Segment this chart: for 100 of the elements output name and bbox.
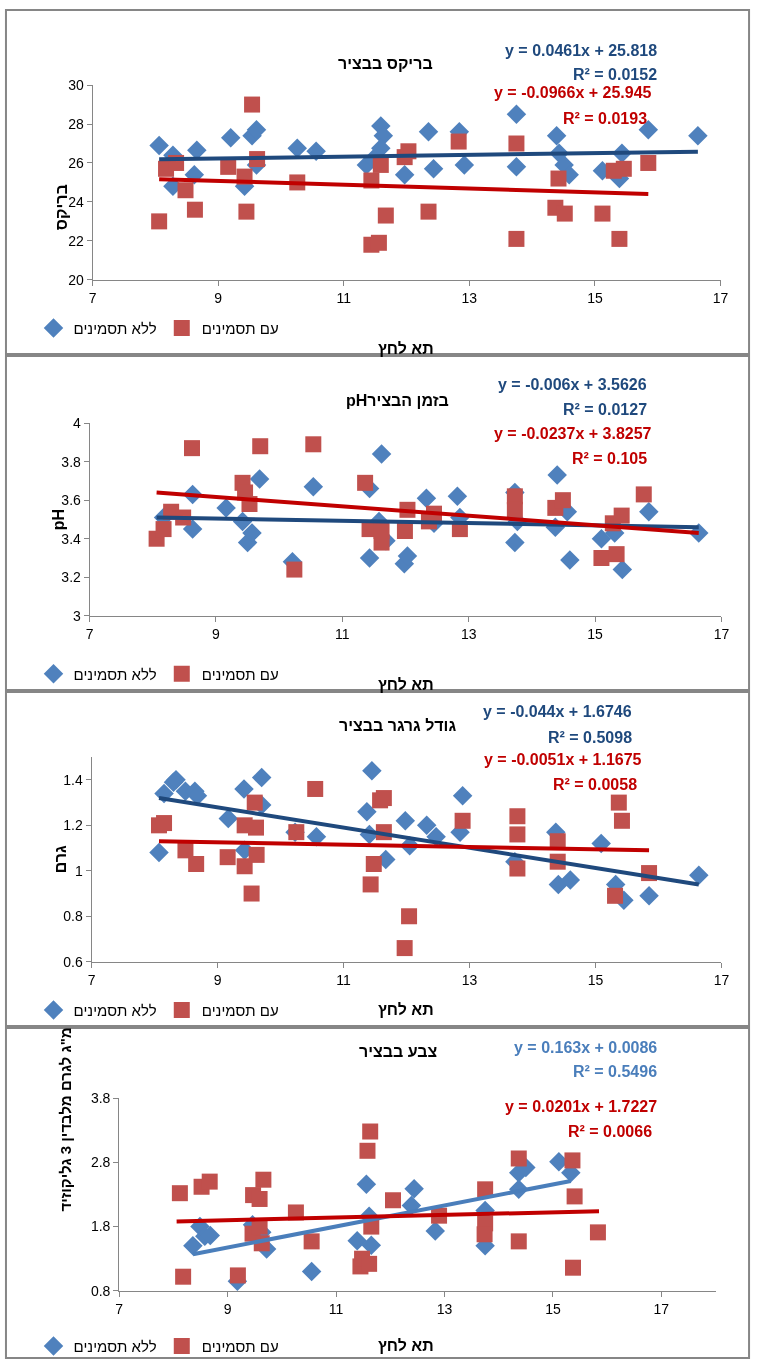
x-tick-label: 17 <box>713 625 730 642</box>
x-tick-label: 7 <box>115 1300 124 1317</box>
legend-label: עם תסמינים <box>201 1001 279 1019</box>
point <box>149 135 169 156</box>
point <box>188 855 205 872</box>
point <box>454 812 471 829</box>
annotation: R² = 0.0193 <box>563 110 648 127</box>
point <box>220 127 241 148</box>
point <box>689 865 709 886</box>
point <box>560 870 581 890</box>
y-axis-title: בריקס <box>53 184 71 231</box>
point <box>359 548 380 568</box>
point <box>246 794 263 811</box>
text: y = -0.044x + 1.6746 <box>483 703 632 720</box>
point <box>613 812 630 829</box>
point <box>611 230 628 247</box>
x-tick-label: 7 <box>87 971 96 988</box>
annotation: y = -0.0237x + 3.8257 <box>494 425 652 442</box>
point <box>362 1123 379 1140</box>
point <box>255 1171 272 1188</box>
point <box>243 885 260 902</box>
y-tick-label: 0.8 <box>90 1282 111 1299</box>
point <box>639 501 659 522</box>
point <box>607 887 624 904</box>
point <box>416 488 437 508</box>
point <box>613 507 630 524</box>
point <box>509 860 526 877</box>
point <box>229 1267 246 1284</box>
point <box>251 1190 268 1207</box>
annotation: R² = 0.0066 <box>568 1123 653 1140</box>
point <box>186 201 203 218</box>
x-axis-title: תא לחץ <box>378 676 434 693</box>
x-tick-label: 17 <box>713 971 730 988</box>
y-axis-title: מ"ג לגרם מלבדין 3 גליקוזיד <box>56 1027 74 1212</box>
annotation: R² = 0.105 <box>572 450 648 467</box>
x-tick-label: 17 <box>653 1300 670 1317</box>
chart-title: בריקס בבציר <box>338 55 433 72</box>
y-tick-label: 3.4 <box>61 530 82 547</box>
point <box>182 519 203 539</box>
x-tick-label: 15 <box>587 289 603 306</box>
y-tick-label: 0.6 <box>63 953 83 970</box>
point <box>175 1268 192 1285</box>
y-tick-label: 24 <box>68 193 84 210</box>
y-tick-label: 3 <box>73 607 82 624</box>
point <box>564 1259 581 1276</box>
point <box>244 96 261 113</box>
x-tick-label: 7 <box>85 625 94 642</box>
y-tick-label: 1.2 <box>63 817 83 834</box>
point <box>357 801 377 822</box>
annotation: R² = 0.0058 <box>553 776 638 793</box>
point <box>688 125 708 146</box>
point <box>365 855 382 872</box>
point <box>373 523 390 540</box>
point <box>149 842 169 863</box>
text: R² = 0.5496 <box>573 1063 658 1080</box>
legend-label: עם תסמינים <box>201 665 279 683</box>
point <box>247 819 264 836</box>
annotation: y = -0.0966x + 25.945 <box>494 84 652 101</box>
point <box>171 1185 188 1202</box>
point <box>608 546 625 563</box>
x-tick-label: 15 <box>587 625 604 642</box>
point <box>420 203 437 220</box>
legend-label: ללא תסמינים <box>73 319 157 337</box>
point <box>615 160 632 177</box>
y-tick-label: 1.8 <box>90 1218 111 1235</box>
point <box>612 559 633 580</box>
point <box>452 786 473 806</box>
x-tick-label: 13 <box>460 625 477 642</box>
chart-title: צבע בבציר <box>359 1043 438 1060</box>
chart-title: גודל גרגר בבציר <box>339 717 457 734</box>
x-tick-label: 11 <box>335 625 350 642</box>
point <box>510 1150 527 1167</box>
point <box>177 182 194 199</box>
point <box>404 1178 424 1199</box>
point <box>508 135 525 152</box>
x-tick-label: 15 <box>545 1300 561 1317</box>
point <box>384 1192 401 1209</box>
point <box>589 1224 606 1241</box>
point <box>554 492 571 509</box>
point <box>450 133 467 150</box>
point <box>564 1152 581 1169</box>
point <box>506 157 527 177</box>
text: R² = 0.5098 <box>548 729 633 746</box>
point <box>242 523 262 543</box>
y-tick-label: 28 <box>68 115 84 132</box>
point <box>509 826 526 843</box>
y-tick-label: 3.2 <box>61 569 82 586</box>
point <box>356 1174 377 1194</box>
point <box>594 205 611 222</box>
x-tick-label: 15 <box>587 971 604 988</box>
point <box>238 203 255 220</box>
point <box>370 234 387 251</box>
x-tick-label: 11 <box>336 289 352 306</box>
point <box>219 849 236 866</box>
point <box>508 230 525 247</box>
legend-label: ללא תסמינים <box>73 1337 157 1355</box>
point <box>454 155 475 175</box>
x-tick-label: 9 <box>214 289 223 306</box>
x-axis-title: תא לחץ <box>378 340 434 357</box>
point <box>610 794 627 811</box>
